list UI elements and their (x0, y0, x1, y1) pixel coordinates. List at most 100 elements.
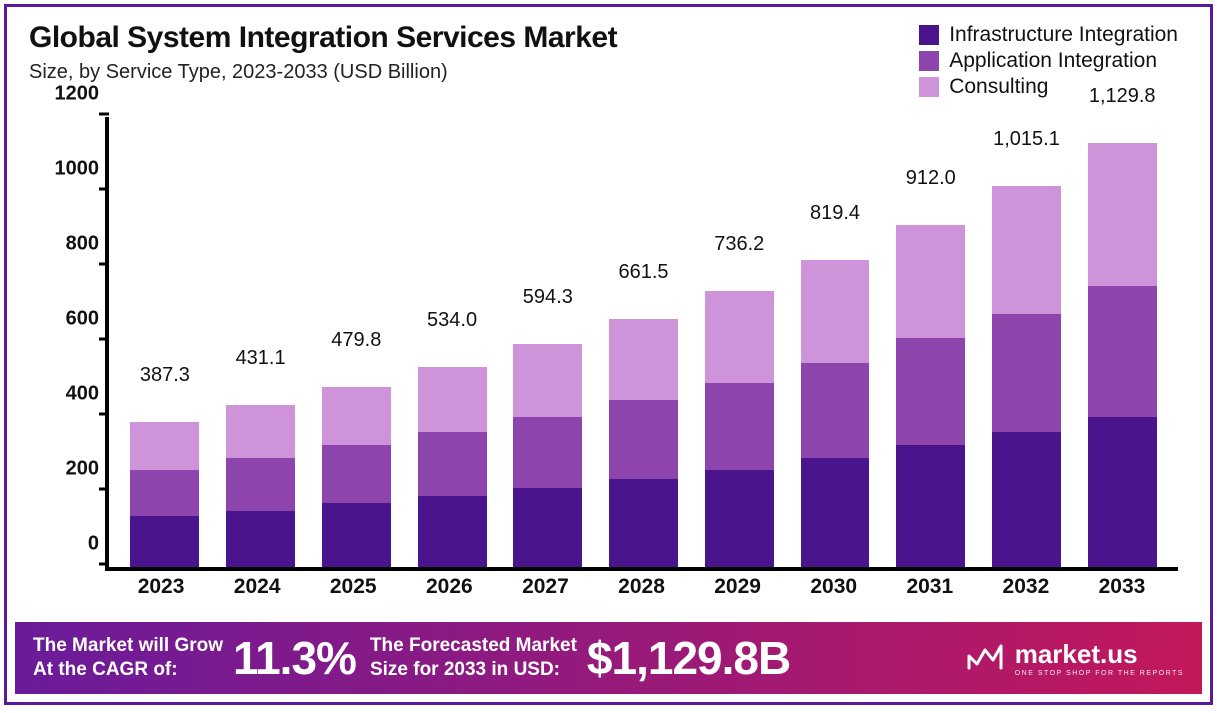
bar-total-label: 387.3 (140, 364, 190, 393)
bar-stack (705, 291, 774, 567)
x-tick-label: 2030 (786, 575, 882, 607)
bar-segment (801, 363, 870, 459)
bar-slot: 594.3 (500, 117, 596, 567)
legend-label: Application Integration (949, 49, 1157, 73)
footer-banner: The Market will Grow At the CAGR of: 11.… (15, 622, 1202, 694)
brand-name: market.us (1015, 639, 1138, 669)
y-tick-label: 800 (33, 233, 99, 256)
y-tick-mark (99, 338, 109, 341)
x-axis-labels: 2023202420252026202720282029203020312032… (105, 575, 1178, 607)
bar-stack (992, 186, 1061, 567)
legend-item: Infrastructure Integration (919, 23, 1178, 47)
bar-total-label: 534.0 (427, 309, 477, 338)
y-tick-mark (99, 263, 109, 266)
bar-stack (130, 422, 199, 567)
y-tick-label: 1000 (33, 158, 99, 181)
cagr-label-line1: The Market will Grow (33, 635, 223, 656)
chart-frame: Global System Integration Services Marke… (4, 4, 1213, 705)
legend-label: Infrastructure Integration (949, 23, 1178, 47)
chart-area: 387.3431.1479.8534.0594.3661.5736.2819.4… (29, 117, 1188, 607)
bar-slot: 736.2 (691, 117, 787, 567)
bar-stack (418, 367, 487, 567)
y-tick-label: 400 (33, 383, 99, 406)
y-tick-mark (99, 113, 109, 116)
bar-segment (418, 367, 487, 432)
bar-segment (801, 260, 870, 363)
bar-segment (226, 458, 295, 510)
brand-tagline: ONE STOP SHOP FOR THE REPORTS (1015, 670, 1184, 677)
legend-item: Application Integration (919, 49, 1178, 73)
bar-segment (609, 400, 678, 479)
x-tick-label: 2024 (209, 575, 305, 607)
y-tick-mark (99, 188, 109, 191)
bar-stack (801, 260, 870, 567)
bar-segment (322, 503, 391, 567)
bar-segment (130, 516, 199, 567)
bar-segment (1088, 143, 1157, 285)
bar-total-label: 594.3 (523, 286, 573, 315)
bar-segment (513, 417, 582, 488)
legend-label: Consulting (949, 75, 1048, 99)
bar-segment (513, 344, 582, 417)
forecast-label-line1: The Forecasted Market (370, 635, 577, 656)
bar-segment (513, 488, 582, 567)
x-tick-label: 2026 (401, 575, 497, 607)
x-tick-label: 2033 (1074, 575, 1170, 607)
bar-segment (801, 458, 870, 567)
bar-total-label: 431.1 (236, 347, 286, 376)
x-tick-label: 2027 (497, 575, 593, 607)
x-tick-label: 2023 (113, 575, 209, 607)
bar-stack (513, 344, 582, 567)
bar-total-label: 1,129.8 (1089, 85, 1156, 114)
x-tick-label: 2029 (690, 575, 786, 607)
bar-stack (1088, 143, 1157, 567)
bar-segment (1088, 417, 1157, 567)
bar-segment (609, 319, 678, 400)
bar-segment (609, 479, 678, 567)
bar-stack (896, 225, 965, 567)
title-block: Global System Integration Services Marke… (29, 21, 919, 101)
bar-segment (322, 445, 391, 503)
forecast-label-line2: Size for 2033 in USD: (370, 659, 560, 680)
bar-segment (992, 432, 1061, 567)
bars-container: 387.3431.1479.8534.0594.3661.5736.2819.4… (109, 117, 1178, 567)
bar-total-label: 1,015.1 (993, 128, 1060, 157)
bar-segment (226, 405, 295, 458)
bar-segment (705, 383, 774, 469)
x-tick-label: 2032 (978, 575, 1074, 607)
bar-stack (322, 387, 391, 567)
brand-text: market.us ONE STOP SHOP FOR THE REPORTS (1015, 639, 1184, 677)
bar-slot: 431.1 (213, 117, 309, 567)
bar-slot: 534.0 (404, 117, 500, 567)
bar-segment (1088, 286, 1157, 417)
y-tick-label: 200 (33, 458, 99, 481)
legend-swatch (919, 77, 939, 97)
chart-subtitle: Size, by Service Type, 2023-2033 (USD Bi… (29, 61, 919, 84)
legend-swatch (919, 25, 939, 45)
x-tick-label: 2025 (305, 575, 401, 607)
bar-slot: 479.8 (308, 117, 404, 567)
bar-segment (705, 291, 774, 383)
bar-total-label: 819.4 (810, 202, 860, 231)
forecast-value: $1,129.8B (587, 631, 790, 685)
bar-segment (992, 314, 1061, 432)
cagr-value: 11.3% (233, 631, 356, 685)
chart-title: Global System Integration Services Marke… (29, 21, 919, 55)
bar-stack (609, 319, 678, 567)
forecast-label: The Forecasted Market Size for 2033 in U… (370, 634, 577, 682)
legend-swatch (919, 51, 939, 71)
bar-total-label: 479.8 (331, 329, 381, 358)
bar-segment (130, 470, 199, 517)
y-tick-mark (99, 413, 109, 416)
cagr-label-line2: At the CAGR of: (33, 659, 178, 680)
bar-segment (896, 225, 965, 338)
bar-segment (705, 470, 774, 567)
cagr-label: The Market will Grow At the CAGR of: (33, 634, 223, 682)
bar-segment (418, 496, 487, 567)
y-tick-label: 600 (33, 308, 99, 331)
x-tick-label: 2031 (882, 575, 978, 607)
brand-logo-icon (965, 638, 1005, 678)
y-tick-label: 1200 (33, 83, 99, 106)
bar-slot: 1,129.8 (1074, 117, 1170, 567)
brand-block: market.us ONE STOP SHOP FOR THE REPORTS (965, 638, 1184, 678)
